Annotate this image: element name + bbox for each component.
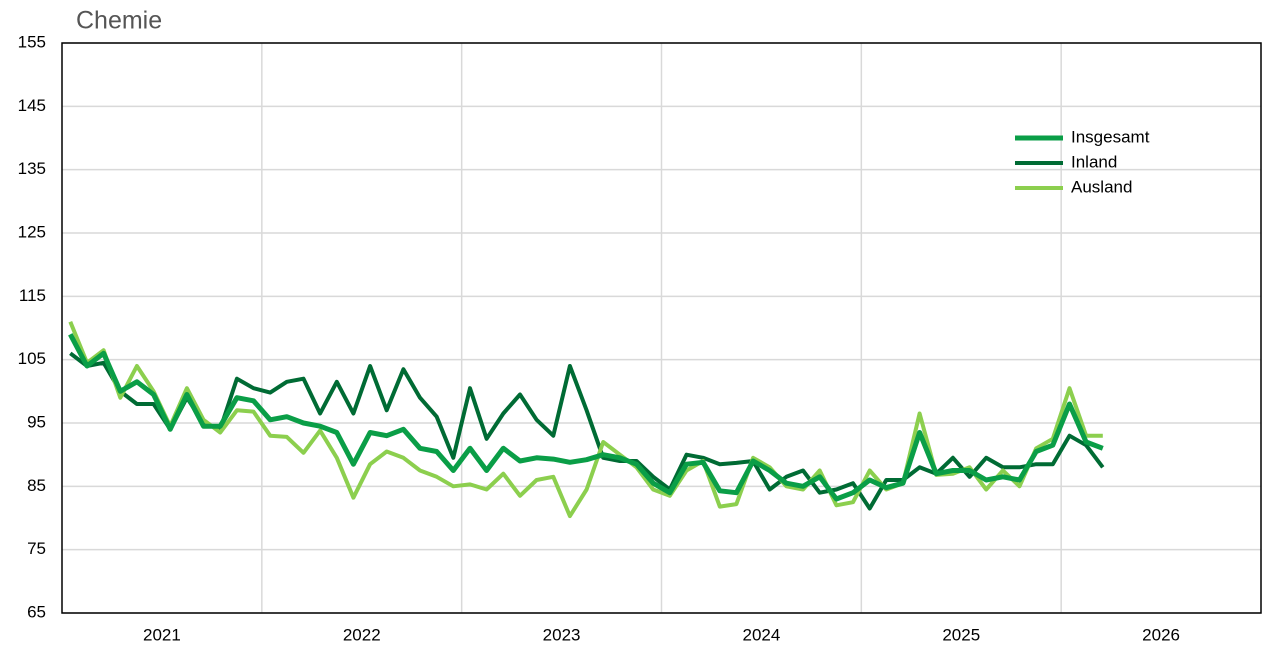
y-tick-label: 65 (27, 602, 46, 621)
x-tick-label: 2023 (543, 625, 581, 644)
y-tick-label: 155 (18, 32, 46, 51)
x-tick-label: 2022 (343, 625, 381, 644)
plot-frame (61, 42, 1262, 614)
y-tick-label: 125 (18, 222, 46, 241)
x-tick-label: 2024 (743, 625, 781, 644)
legend-label: Inland (1071, 152, 1117, 171)
y-tick-label: 95 (27, 412, 46, 431)
y-tick-label: 105 (18, 349, 46, 368)
chart-title: Chemie (76, 7, 162, 35)
y-tick-label: 135 (18, 159, 46, 178)
y-tick-label: 85 (27, 476, 46, 495)
y-tick-label: 145 (18, 96, 46, 115)
y-tick-label: 115 (19, 286, 46, 305)
legend-label: Insgesamt (1071, 127, 1150, 146)
x-tick-label: 2025 (942, 625, 980, 644)
y-tick-label: 75 (27, 539, 46, 558)
x-tick-label: 2021 (143, 625, 181, 644)
series-line (68, 333, 1104, 502)
x-tick-label: 2026 (1142, 625, 1180, 644)
series-line (69, 351, 1105, 511)
legend-label: Ausland (1071, 177, 1132, 196)
